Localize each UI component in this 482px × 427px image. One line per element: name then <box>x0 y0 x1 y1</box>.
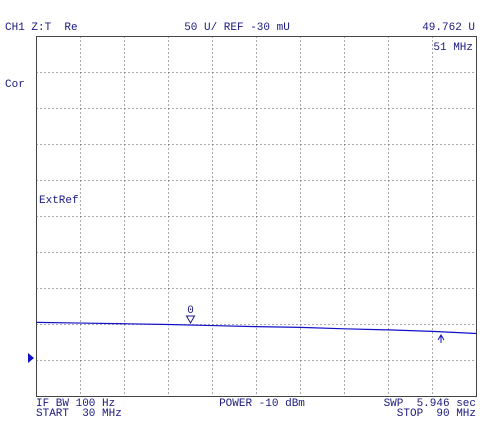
sweep-label: SWP 5.946 sec <box>384 398 476 410</box>
scale-label: 50 U/ REF -30 mU <box>184 22 290 34</box>
start-label: START 30 MHz <box>36 408 122 420</box>
channel-label: CH1 Z:T Re <box>5 22 78 34</box>
marker-freq: 51 MHz <box>433 42 473 54</box>
sub-marker <box>437 334 445 343</box>
power-label: POWER -10 dBm <box>219 398 305 410</box>
marker-label: 0 <box>187 305 194 317</box>
reference-label: ExtRef <box>39 195 79 207</box>
correction-label: Cor <box>5 79 25 91</box>
trace <box>36 321 477 335</box>
reference-pointer <box>28 353 34 363</box>
stop-label: STOP 90 MHz <box>397 408 476 420</box>
marker-value: 49.762 U <box>422 22 475 34</box>
if-bw-label: IF BW 100 Hz <box>36 398 115 410</box>
marker-triangle <box>185 315 196 325</box>
